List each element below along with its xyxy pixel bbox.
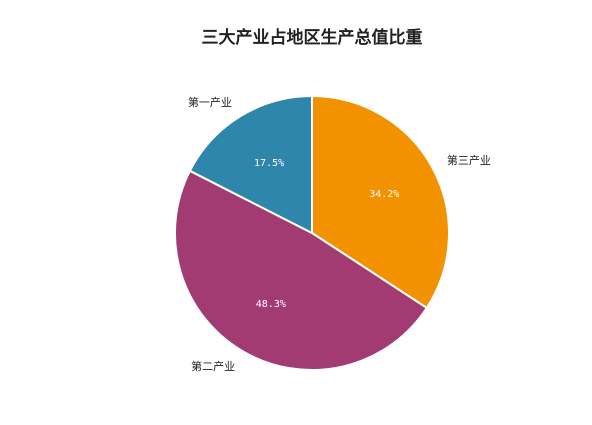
slice-value-label: 17.5% — [254, 158, 284, 169]
pie-labels: 34.2% 第三产业 48.3% 第二产业 17.5% 第一产业 — [188, 95, 491, 373]
pie-slices — [174, 95, 450, 372]
pie-slice-2 — [174, 169, 428, 372]
chart-title: 三大产业占地区生产总值比重 — [202, 27, 423, 48]
slice-value-label: 48.3% — [256, 299, 286, 310]
pie-slice-3 — [188, 95, 313, 234]
slice-value-label: 34.2% — [369, 189, 399, 200]
slice-category-label: 第一产业 — [188, 95, 232, 109]
slice-category-label: 第二产业 — [191, 359, 235, 373]
slice-category-label: 第三产业 — [447, 153, 491, 167]
